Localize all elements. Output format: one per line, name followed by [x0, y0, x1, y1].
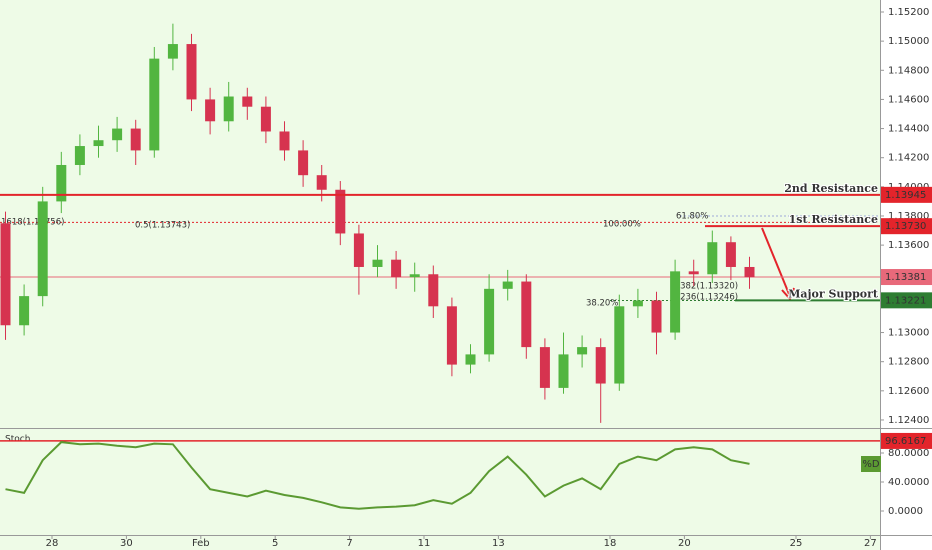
- price-box: [881, 432, 932, 449]
- price-box: [881, 292, 932, 309]
- y-tick-label: 1.15000: [888, 36, 929, 47]
- legend-box: [861, 456, 881, 472]
- y-tick-label: 1.12400: [888, 415, 929, 426]
- y-tick-label: 1.13600: [888, 240, 929, 251]
- candle-body: [614, 306, 625, 384]
- candle-body: [167, 44, 178, 59]
- annotation: 0.5(1.13743): [135, 221, 190, 231]
- candle-body: [446, 306, 457, 365]
- y-tick-label: 1.14400: [888, 124, 929, 135]
- candle-body: [502, 281, 513, 289]
- candle-body: [372, 259, 383, 267]
- arrow-head: [781, 287, 795, 301]
- candle-body: [670, 271, 681, 333]
- candle-body: [744, 266, 755, 278]
- price-box-label: 1.13221: [885, 295, 926, 306]
- candle-body: [409, 274, 420, 278]
- x-tick-label: 30: [120, 538, 133, 549]
- price-box-label: 1.13730: [885, 221, 926, 232]
- candle-body: [37, 201, 48, 297]
- arrow: [761, 227, 790, 295]
- price-box-label: 96.6167: [885, 436, 926, 447]
- annotation: 61.80%: [676, 212, 708, 222]
- y-tick-label: 0.0000: [888, 506, 923, 517]
- candle-body: [353, 233, 364, 267]
- annotation: 1618(1.13756): [1, 218, 64, 228]
- level-name: Major Support: [788, 287, 879, 300]
- y-tick-label: 1.12600: [888, 386, 929, 397]
- price-box: [881, 186, 932, 203]
- candle-body: [298, 150, 309, 176]
- y-tick-label: 1.13000: [888, 328, 929, 339]
- price-box: [881, 218, 932, 235]
- level-name: 2nd Resistance: [784, 182, 878, 195]
- y-tick-label: 1.12800: [888, 357, 929, 368]
- stoch-line: [5, 441, 750, 510]
- y-tick-label: 1.14200: [888, 153, 929, 164]
- candle-body: [428, 274, 439, 307]
- candle-body: [223, 96, 234, 122]
- annotation: 38.20%: [586, 299, 618, 309]
- candle-body: [651, 300, 662, 333]
- candle-body: [19, 296, 30, 326]
- x-tick-label: 13: [492, 538, 505, 549]
- candle-body: [595, 347, 606, 384]
- annotation: 0.236(1.13246): [672, 293, 738, 303]
- candle-body: [558, 354, 569, 388]
- y-tick-label: 80.0000: [888, 448, 929, 459]
- candle-body: [93, 140, 104, 147]
- x-tick-label: Feb: [192, 538, 210, 549]
- candle-body: [260, 106, 271, 132]
- candle-body: [577, 347, 588, 355]
- candle-body: [521, 281, 532, 348]
- candle-body: [484, 288, 495, 355]
- level-name: 1st Resistance: [789, 213, 878, 226]
- x-tick-label: 28: [46, 538, 59, 549]
- candle-body: [465, 354, 476, 365]
- candle-body: [391, 259, 402, 278]
- price-box-label: 1.13381: [885, 272, 926, 283]
- candle-body: [632, 300, 643, 307]
- candle-body: [56, 164, 67, 202]
- candle-body: [316, 175, 327, 190]
- candle-body: [539, 347, 550, 388]
- candle-body: [335, 189, 346, 234]
- candle-body: [688, 271, 699, 275]
- y-tick-label: 1.14800: [888, 65, 929, 76]
- candle-body: [707, 242, 718, 275]
- candle-body: [205, 99, 216, 122]
- y-tick-label: 1.15200: [888, 7, 929, 18]
- candle-body: [242, 96, 253, 107]
- x-tick-label: 25: [790, 538, 803, 549]
- x-tick-label: 18: [604, 538, 617, 549]
- x-tick-label: 20: [678, 538, 691, 549]
- candle-body: [725, 242, 736, 267]
- candle-body: [0, 223, 11, 326]
- annotation: 100.00%: [603, 220, 641, 230]
- legend-label: %D: [862, 459, 880, 470]
- x-tick-label: 27: [864, 538, 877, 549]
- candle-body: [186, 44, 197, 100]
- stoch-title: Stoch: [5, 435, 30, 445]
- candle-body: [279, 131, 290, 151]
- x-tick-label: 5: [272, 538, 278, 549]
- x-tick-label: 7: [346, 538, 352, 549]
- candle-body: [112, 128, 123, 141]
- y-tick-label: 40.0000: [888, 477, 929, 488]
- annotation: 0.382(1.13320): [672, 282, 738, 292]
- x-tick-label: 11: [418, 538, 431, 549]
- y-tick-label: 1.13800: [888, 211, 929, 222]
- candle-body: [74, 146, 85, 165]
- candle-body: [130, 128, 141, 151]
- candle-body: [149, 58, 160, 151]
- price-box-label: 1.13945: [885, 190, 926, 201]
- y-tick-label: 1.14600: [888, 94, 929, 105]
- price-box: [881, 269, 932, 286]
